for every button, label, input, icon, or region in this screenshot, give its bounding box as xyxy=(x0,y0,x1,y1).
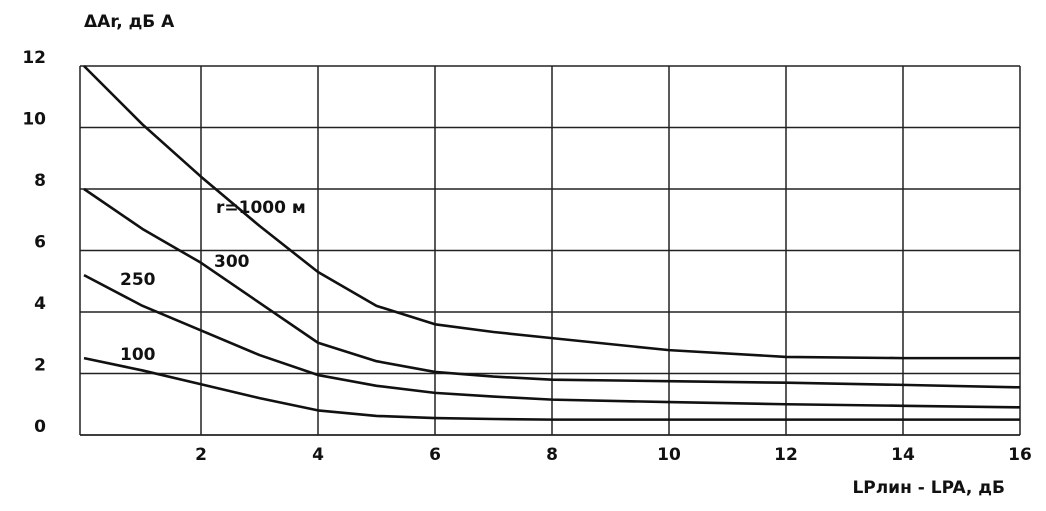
y-tick-label: 12 xyxy=(22,48,46,68)
x-tick-label: 16 xyxy=(1008,445,1032,465)
y-tick-label: 4 xyxy=(34,294,46,314)
x-tick-label: 2 xyxy=(195,445,207,465)
y-tick-label: 0 xyxy=(34,417,46,437)
curve-label: r=1000 м xyxy=(216,198,306,218)
y-axis-label: ΔAr, дБ А xyxy=(84,12,175,32)
x-tick-label: 6 xyxy=(429,445,441,465)
x-tick-label: 14 xyxy=(891,445,915,465)
curve-label: 300 xyxy=(214,252,250,272)
y-tick-label: 6 xyxy=(34,233,46,253)
series-line xyxy=(83,356,1020,421)
x-tick-label: 4 xyxy=(312,445,324,465)
x-tick-label: 12 xyxy=(774,445,798,465)
y-tick-label: 2 xyxy=(34,356,46,376)
curve-label: 250 xyxy=(120,270,156,290)
x-tick-label: 8 xyxy=(546,445,558,465)
x-tick-label: 10 xyxy=(657,445,681,465)
curve-label: 100 xyxy=(120,345,156,365)
series-line xyxy=(83,187,1021,389)
x-axis-label: LPлин - LPA, дБ xyxy=(852,478,1005,498)
series-line xyxy=(83,273,1021,409)
y-tick-label: 10 xyxy=(22,110,46,130)
y-tick-label: 8 xyxy=(34,171,46,191)
series-line xyxy=(83,65,1020,360)
